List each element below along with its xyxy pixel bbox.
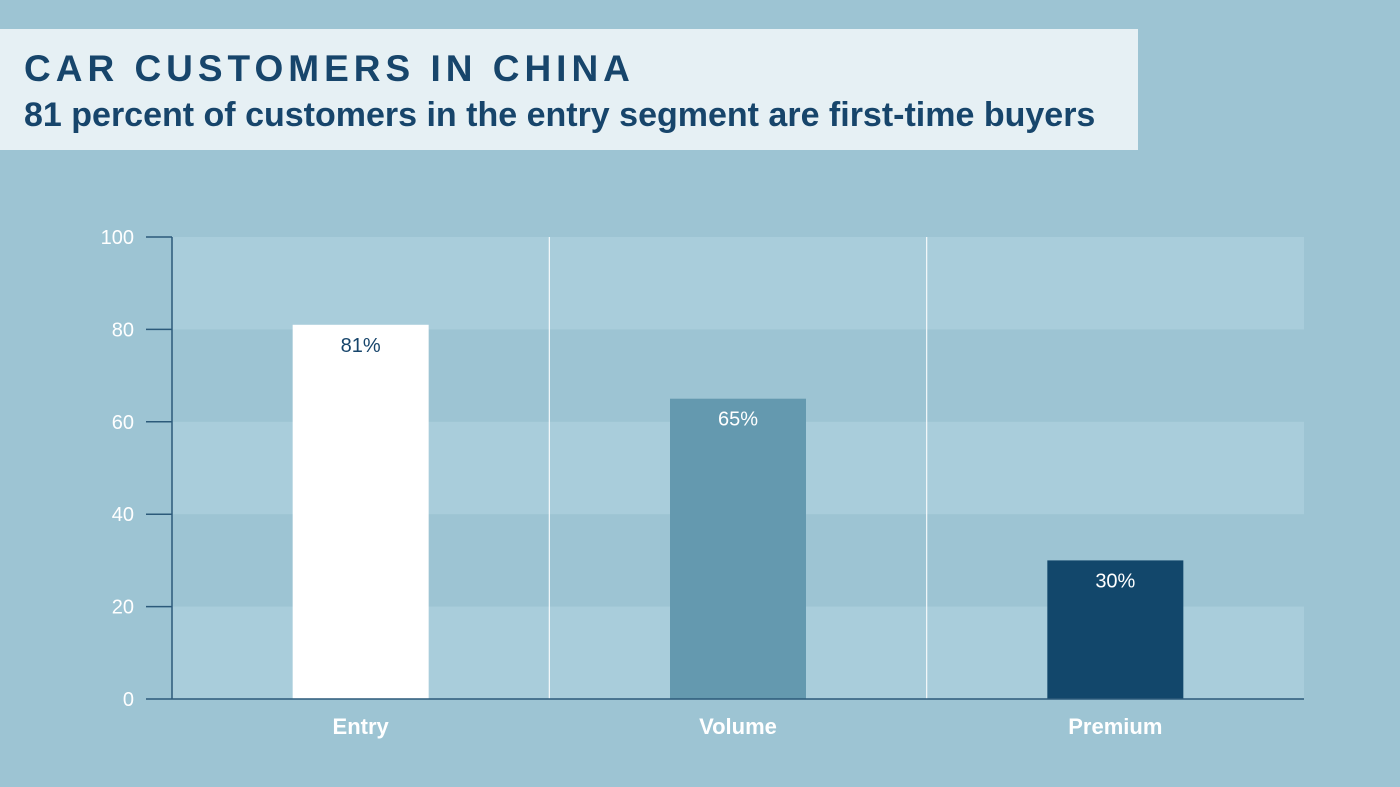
axes [171,237,1304,700]
chart-subtitle: 81 percent of customers in the entry seg… [24,96,1096,134]
x-labels: Entry Volume Premium [333,714,1163,739]
bar-value-label: 65% [718,409,758,431]
bar-volume [670,398,806,699]
chart-title: CAR CUSTOMERS IN CHINA [24,48,635,89]
bar-entry [292,324,429,699]
bar-premium [1047,560,1184,699]
bar-value-label: 81% [341,335,381,357]
bars: 81% 65% 30% [292,324,1184,699]
x-label-entry: Entry [333,714,390,739]
y-tick-label: 80 [112,319,134,341]
y-tick-label: 0 [123,689,134,711]
y-tick-label: 40 [112,504,134,526]
y-ticks: 0 20 40 60 80 100 [101,227,172,711]
grid-band [172,237,1304,330]
title-box [0,29,1138,150]
y-tick-label: 20 [112,597,134,619]
x-label-volume: Volume [699,714,777,739]
x-label-premium: Premium [1068,714,1162,739]
bar-value-label: 30% [1095,570,1135,592]
y-tick-label: 100 [101,227,134,249]
category-dividers [548,237,928,699]
y-tick-label: 60 [112,412,134,434]
